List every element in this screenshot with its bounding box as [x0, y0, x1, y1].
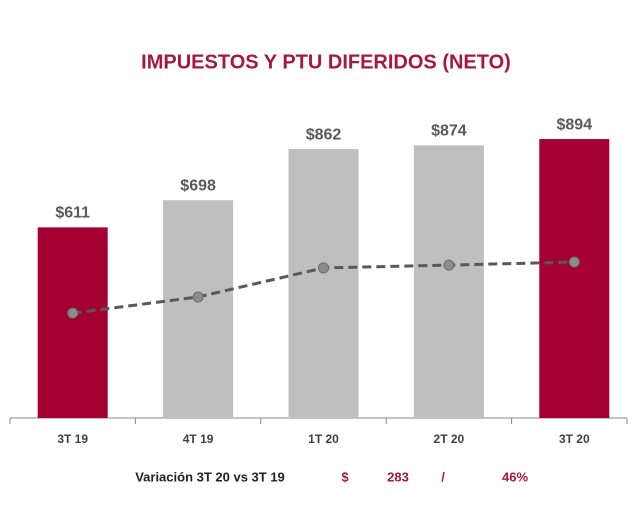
change-percent: 46% — [502, 469, 528, 484]
bar — [539, 139, 610, 418]
x-tick-label: 2T 20 — [434, 432, 465, 446]
x-tick-label: 1T 20 — [308, 432, 339, 446]
bar — [163, 200, 234, 418]
change-label: Variación 3T 20 vs 3T 19 — [135, 469, 285, 484]
trend-point — [318, 262, 329, 274]
value-label: $698 — [180, 177, 216, 194]
chart-title: IMPUESTOS Y PTU DIFERIDOS (NETO) — [141, 51, 511, 73]
trend-point — [443, 259, 455, 271]
trend-point — [67, 307, 79, 319]
value-label: $862 — [306, 126, 342, 143]
bar — [288, 149, 359, 418]
trend-point — [192, 291, 204, 303]
x-tick-label: 3T 19 — [57, 432, 88, 446]
change-separator: / — [441, 469, 445, 484]
value-label: $874 — [431, 123, 467, 140]
value-label: $611 — [55, 205, 90, 222]
trend-point — [568, 256, 580, 268]
x-tick-label: 4T 19 — [183, 432, 214, 446]
bar — [413, 145, 484, 418]
bar — [37, 227, 108, 418]
x-tick-label: 3T 20 — [559, 432, 590, 446]
change-currency: $ — [341, 469, 349, 484]
value-label: $894 — [557, 116, 593, 133]
change-amount: 283 — [387, 469, 409, 484]
